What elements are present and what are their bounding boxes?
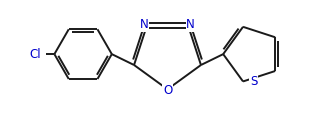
- Text: O: O: [163, 84, 172, 97]
- Text: S: S: [250, 75, 257, 88]
- Text: N: N: [140, 18, 149, 31]
- Text: Cl: Cl: [30, 48, 42, 61]
- Text: N: N: [186, 18, 195, 31]
